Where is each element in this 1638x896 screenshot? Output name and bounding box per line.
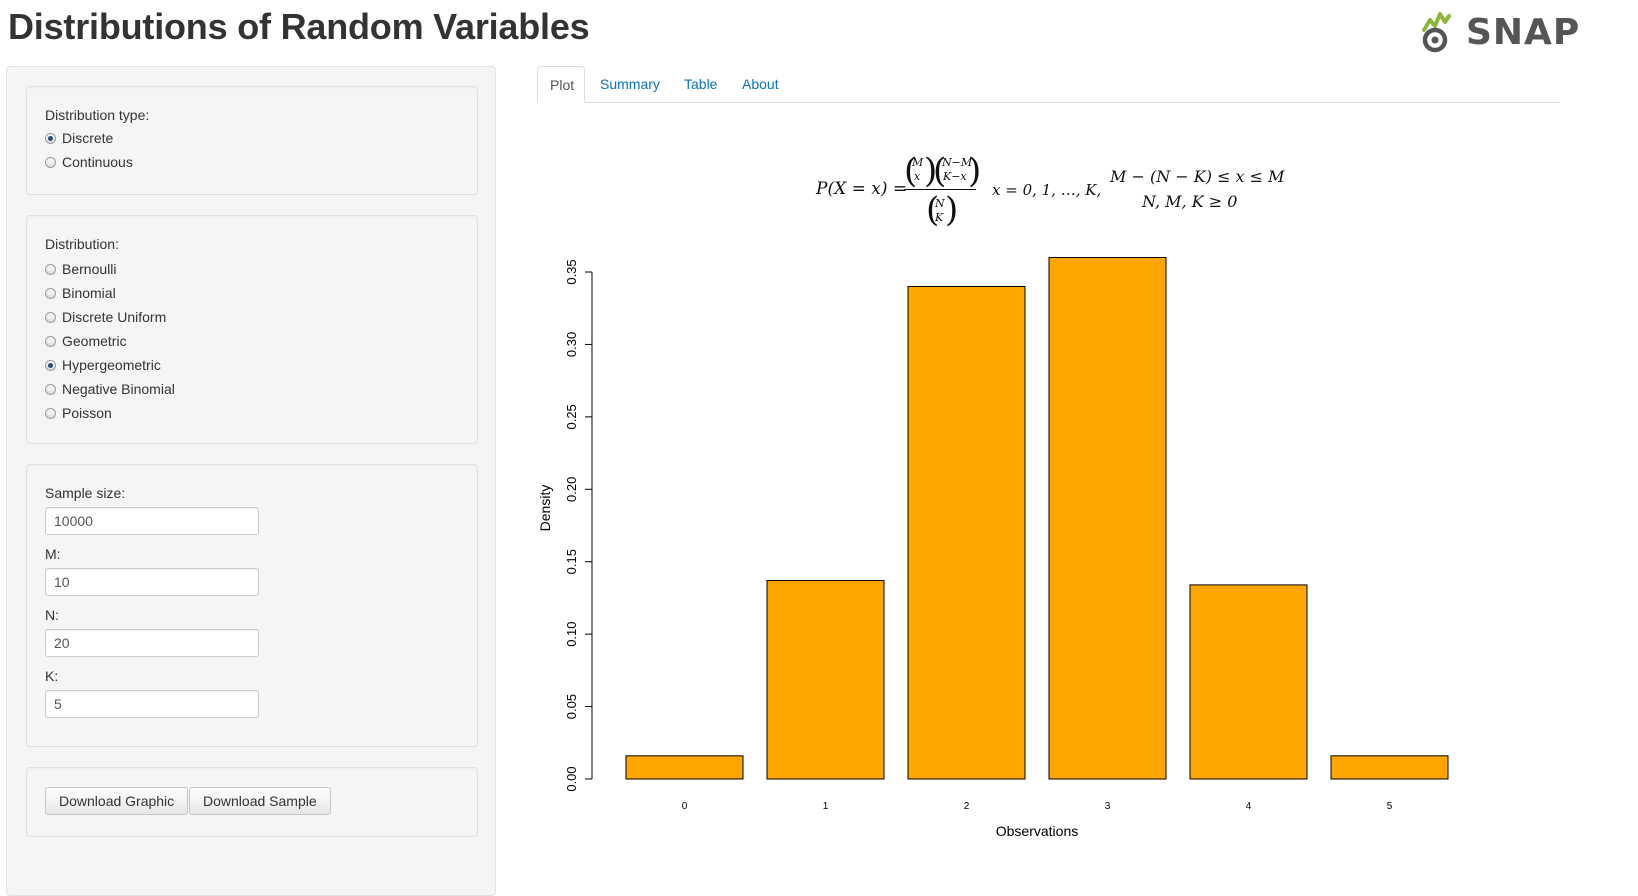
bar [766, 580, 885, 780]
bar [1330, 755, 1449, 780]
y-tick-label: 0.30 [564, 332, 579, 357]
radio-poisson[interactable]: Poisson [45, 404, 112, 422]
x-tick-label: 0 [682, 801, 688, 812]
download-group: Download Graphic Download Sample [26, 767, 478, 837]
x-axis-label: Observations [996, 823, 1078, 839]
parameters-group: Sample size: M: N: K: [26, 464, 478, 747]
x-tick-label: 1 [823, 801, 829, 812]
binom-top: N−M [942, 156, 973, 169]
formula-condition-1: M − (N − K) ≤ x ≤ M [1110, 167, 1285, 186]
radio-geometric[interactable]: Geometric [45, 332, 127, 350]
y-tick-label: 0.05 [564, 694, 579, 719]
snap-logo-icon [1422, 12, 1451, 53]
tab-about[interactable]: About [742, 76, 779, 92]
binom-top: N [935, 197, 945, 210]
y-tick-label: 0.25 [564, 404, 579, 429]
paren-left: ( [926, 190, 940, 230]
radio-button[interactable] [45, 311, 56, 323]
bar [1048, 257, 1167, 780]
radio-button-checked[interactable] [45, 132, 56, 144]
paren-left: ( [904, 151, 918, 191]
snap-logo: SNAP [1418, 8, 1638, 54]
radio-bernoulli[interactable]: Bernoulli [45, 260, 116, 278]
m-label: M: [45, 546, 61, 562]
radio-label: Hypergeometric [62, 357, 161, 373]
radio-label: Binomial [62, 285, 116, 301]
snap-logo-text: SNAP [1466, 12, 1581, 53]
bar [1189, 584, 1308, 780]
k-label: K: [45, 668, 59, 684]
y-tick-label: 0.10 [564, 621, 579, 646]
n-label: N: [45, 607, 59, 623]
radio-negative-binomial[interactable]: Negative Binomial [45, 380, 175, 398]
radio-label: Poisson [62, 405, 112, 421]
distribution-label: Distribution: [45, 236, 119, 252]
tab-summary[interactable]: Summary [600, 76, 660, 92]
sample-size-input[interactable] [45, 507, 259, 535]
binom-top: M [912, 156, 924, 169]
tab-table[interactable]: Table [684, 76, 718, 92]
y-axis-label: Density [537, 485, 553, 532]
binom-bottom: K [935, 211, 944, 224]
m-input[interactable] [45, 568, 259, 596]
distribution-group: Distribution: Bernoulli Binomial Discret… [26, 215, 478, 444]
paren-right: ) [945, 190, 959, 230]
radio-label: Negative Binomial [62, 381, 175, 397]
distribution-type-group: Distribution type: Discrete Continuous [26, 86, 478, 195]
radio-continuous[interactable]: Continuous [45, 153, 133, 171]
radio-button-checked[interactable] [45, 359, 56, 371]
y-tick-label: 0.20 [564, 477, 579, 502]
radio-hypergeometric[interactable]: Hypergeometric [45, 356, 161, 374]
fraction-bar [904, 189, 976, 190]
sidebar-panel: Distribution type: Discrete Continuous D… [6, 66, 496, 896]
y-tick-label: 0.00 [564, 766, 579, 791]
x-tick-label: 4 [1246, 801, 1252, 812]
x-tick-label: 3 [1105, 801, 1111, 812]
bar [907, 285, 1026, 780]
radio-button[interactable] [45, 407, 56, 419]
radio-label: Discrete [62, 130, 114, 146]
radio-button[interactable] [45, 156, 56, 168]
radio-button[interactable] [45, 287, 56, 299]
x-tick-labels: 0 1 2 3 4 5 [682, 801, 1393, 812]
k-input[interactable] [45, 690, 259, 718]
binom-bottom: x [914, 170, 921, 183]
radio-label: Bernoulli [62, 261, 117, 277]
radio-button[interactable] [45, 383, 56, 395]
sample-size-label: Sample size: [45, 485, 126, 501]
page-title: Distributions of Random Variables [8, 6, 590, 47]
download-graphic-button[interactable]: Download Graphic [45, 787, 189, 815]
y-tick-label: 0.35 [564, 259, 579, 284]
tab-plot[interactable]: Plot [537, 66, 585, 103]
x-tick-label: 2 [964, 801, 970, 812]
paren-right: ) [924, 151, 938, 191]
formula-condition-2: N, M, K ≥ 0 [1142, 192, 1238, 211]
radio-discrete-uniform[interactable]: Discrete Uniform [45, 308, 166, 326]
bars [625, 257, 1449, 780]
download-sample-button[interactable]: Download Sample [189, 787, 331, 815]
paren-left: ( [933, 151, 947, 191]
radio-label: Discrete Uniform [62, 309, 167, 325]
radio-label: Continuous [62, 154, 133, 170]
radio-button[interactable] [45, 263, 56, 275]
bar [625, 755, 744, 780]
formula-support: x = 0, 1, …, K, [992, 181, 1102, 199]
distribution-type-label: Distribution type: [45, 107, 150, 123]
tab-bar: Plot Summary Table About [537, 66, 1560, 103]
formula-lhs: P(X = x) = [816, 179, 908, 199]
x-tick-label: 5 [1387, 801, 1393, 812]
y-axis: 0.00 0.05 0.10 0.15 0.20 0.25 0.30 0.35 [564, 259, 593, 792]
radio-button[interactable] [45, 335, 56, 347]
y-tick-label: 0.15 [564, 549, 579, 574]
pmf-formula: P(X = x) = ( M x ) ( N−M K−x ) ( N K ) x… [800, 145, 1285, 240]
paren-right: ) [968, 151, 982, 191]
binom-bottom: K−x [943, 170, 967, 183]
radio-discrete[interactable]: Discrete [45, 129, 113, 147]
n-input[interactable] [45, 629, 259, 657]
radio-binomial[interactable]: Binomial [45, 284, 116, 302]
radio-label: Geometric [62, 333, 127, 349]
